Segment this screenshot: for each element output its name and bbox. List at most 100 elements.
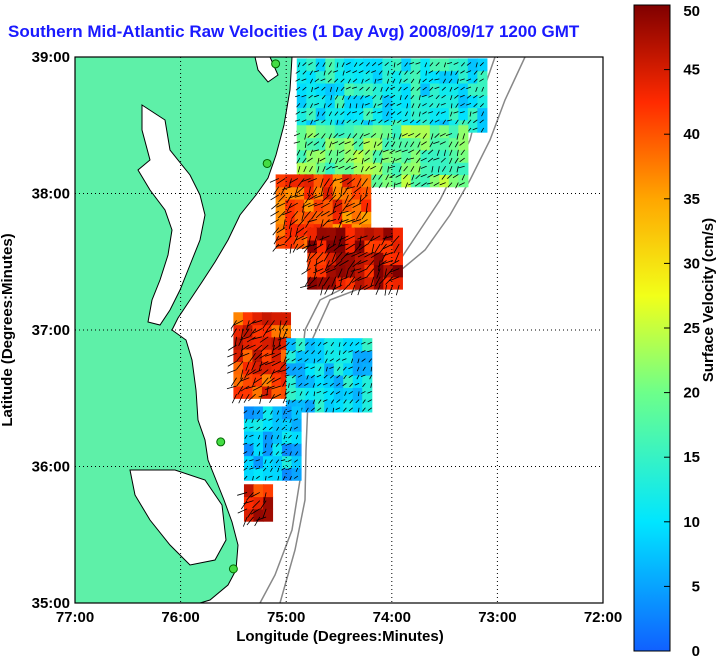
velocity-arrow [459, 111, 465, 114]
velocity-cell [281, 418, 293, 432]
y-tick-label: 37:00 [32, 322, 70, 339]
y-tick-label: 36:00 [32, 459, 70, 476]
velocity-arrow [345, 86, 351, 90]
velocity-arrow [289, 475, 292, 481]
velocity-arrow [311, 211, 318, 220]
velocity-arrow [282, 328, 288, 338]
velocity-arrow [288, 219, 292, 229]
velocity-cell [458, 82, 469, 96]
velocity-arrow [320, 202, 330, 209]
velocity-arrow [234, 336, 237, 347]
velocity-arrow [429, 103, 434, 108]
velocity-cell [326, 252, 337, 266]
velocity-arrow [276, 426, 280, 431]
velocity-arrow [323, 103, 326, 109]
velocity-cell [361, 211, 372, 225]
velocity-arrow [324, 243, 330, 254]
velocity-arrow [295, 434, 299, 440]
velocity-cell [352, 350, 363, 364]
velocity-arrow [328, 149, 332, 156]
velocity-arrow [399, 95, 402, 101]
velocity-arrow [246, 344, 256, 350]
velocity-arrow [453, 62, 459, 65]
velocity-arrow [284, 374, 290, 377]
velocity-cell [429, 95, 440, 109]
velocity-arrow [365, 165, 370, 172]
velocity-cell [281, 431, 293, 444]
velocity-arrow [377, 260, 387, 268]
velocity-cell [401, 162, 412, 175]
velocity-cell [410, 149, 421, 163]
velocity-arrow [291, 382, 296, 386]
velocity-cell [262, 455, 274, 469]
velocity-arrow [323, 70, 326, 76]
velocity-arrow [345, 165, 351, 170]
velocity-cell [305, 362, 316, 376]
velocity-arrow [294, 442, 299, 447]
velocity-arrow [329, 86, 332, 92]
x-axis-label: Longitude (Degrees:Minutes) [236, 628, 444, 645]
velocity-arrow [287, 442, 292, 445]
velocity-arrow [434, 119, 440, 123]
velocity-arrow [331, 284, 337, 295]
velocity-cell [275, 211, 286, 225]
velocity-arrow [270, 443, 273, 448]
velocity-arrow [294, 459, 299, 463]
velocity-arrow [439, 141, 446, 145]
velocity-cell [334, 70, 345, 84]
velocity-arrow [450, 95, 453, 101]
velocity-arrow [352, 78, 358, 83]
velocity-arrow [329, 358, 334, 362]
velocity-cell [372, 82, 383, 96]
velocity-cell [382, 58, 393, 72]
velocity-arrow [360, 194, 368, 202]
velocity-arrow [319, 235, 330, 241]
velocity-arrow [338, 342, 341, 347]
velocity-cell [294, 235, 305, 249]
velocity-arrow [418, 166, 421, 173]
velocity-cell [373, 276, 384, 290]
velocity-arrow [367, 391, 372, 394]
velocity-cell [439, 70, 450, 84]
velocity-arrow [381, 235, 387, 246]
velocity-arrow [355, 103, 358, 109]
chart-title: Southern Mid-Atlantic Raw Velocities (1 … [8, 22, 580, 41]
velocity-arrow [332, 235, 337, 247]
velocity-cell [281, 406, 293, 420]
velocity-arrow [364, 103, 370, 106]
velocity-arrow [365, 149, 370, 155]
velocity-cell [324, 387, 335, 401]
velocity-cell [242, 361, 254, 375]
velocity-arrow [270, 219, 280, 225]
velocity-arrow [343, 399, 347, 404]
velocity-arrow [441, 86, 446, 91]
velocity-cell [305, 387, 316, 401]
velocity-arrow [308, 94, 313, 99]
velocity-arrow [473, 119, 478, 124]
velocity-arrow [331, 252, 337, 263]
velocity-arrow [325, 366, 328, 372]
velocity-cell [316, 227, 327, 241]
velocity-arrow [422, 119, 427, 124]
velocity-arrow [461, 119, 466, 125]
velocity-cell [429, 162, 440, 175]
velocity-arrow [289, 451, 292, 456]
velocity-arrow [317, 166, 320, 173]
velocity-arrow [309, 149, 313, 156]
velocity-arrow [424, 62, 428, 68]
velocity-cell [314, 338, 325, 352]
velocity-arrow [481, 86, 485, 92]
velocity-cell [332, 174, 343, 188]
velocity-arrow [311, 186, 318, 196]
velocity-arrow [339, 276, 343, 288]
velocity-arrow [448, 78, 453, 84]
velocity-arrow [410, 86, 415, 92]
velocity-cell [261, 373, 273, 387]
velocity-arrow [370, 235, 381, 242]
velocity-arrow [461, 62, 465, 67]
velocity-arrow [479, 94, 484, 99]
velocity-arrow [304, 133, 307, 140]
velocity-arrow [296, 243, 305, 251]
velocity-arrow [371, 62, 377, 67]
velocity-arrow [354, 62, 358, 67]
